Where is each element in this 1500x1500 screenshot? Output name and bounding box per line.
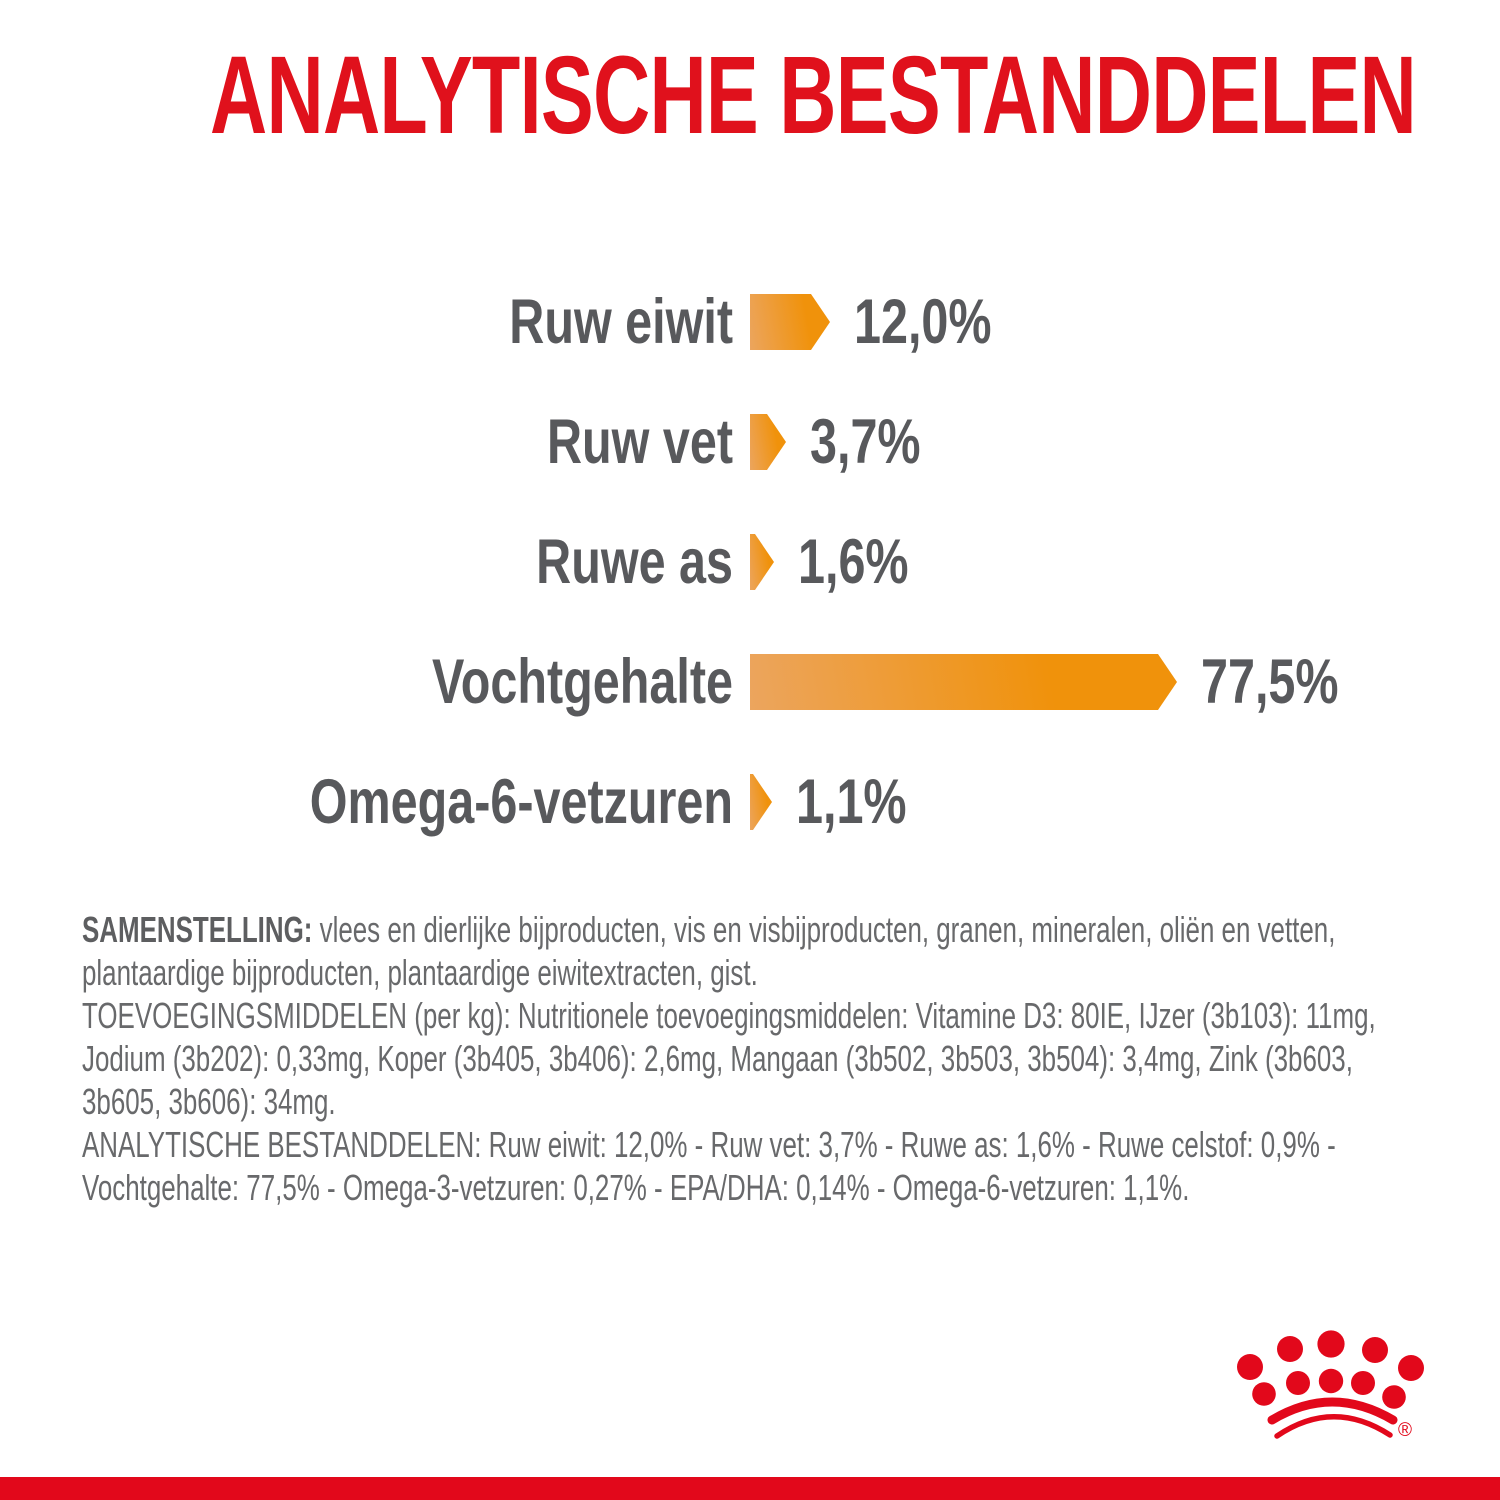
chart-row: Vochtgehalte 77,5% <box>0 622 1500 742</box>
composition-value: vlees en dierlijke bijproducten, vis en … <box>82 909 1336 993</box>
chart-row: Omega-6-vetzuren 1,1% <box>0 742 1500 862</box>
chart-row-label: Vochtgehalte <box>432 647 733 717</box>
chart-row-label: Ruw vet <box>547 407 733 477</box>
registered-trademark: ® <box>1398 1420 1412 1441</box>
chart-row-value: 12,0% <box>854 287 992 357</box>
crown-arcs <box>1267 1397 1398 1439</box>
chart-row-value: 3,7% <box>810 407 921 477</box>
chart-row-bar-arrow <box>750 414 786 470</box>
composition-label: SAMENSTELLING: <box>82 909 313 950</box>
composition-paragraph: SAMENSTELLING: vlees en dierlijke bijpro… <box>82 908 1436 994</box>
chart-row-value: 1,1% <box>796 767 907 837</box>
chart-row-bar-arrow <box>750 774 772 830</box>
bottom-red-stripe <box>0 1477 1500 1500</box>
chart-row: Ruwe as 1,6% <box>0 502 1500 622</box>
page-title: ANALYTISCHE BESTANDDELEN <box>210 34 1417 157</box>
chart-row-bar-arrow <box>750 654 1177 710</box>
chart-row: Ruw eiwit 12,0% <box>0 262 1500 382</box>
chart-row-bar-arrow <box>750 534 774 590</box>
chart-row-label: Ruw eiwit <box>509 287 733 357</box>
royal-canin-crown-logo: ® <box>1237 1330 1424 1441</box>
chart-row-value: 77,5% <box>1201 647 1339 717</box>
chart-row-bar-arrow <box>750 294 830 350</box>
additives-paragraph: TOEVOEGINGSMIDDELEN (per kg): Nutritione… <box>82 995 1376 1122</box>
chart-row-value: 1,6% <box>798 527 909 597</box>
analytical-constituents-paragraph: ANALYTISCHE BESTANDDELEN: Ruw eiwit: 12,… <box>82 1124 1336 1208</box>
chart-row-label: Omega-6-vetzuren <box>309 767 733 837</box>
crown-dots <box>1237 1330 1424 1409</box>
analytical-constituents-chart: Ruw eiwit 12,0% Ruw vet 3,7% Ruwe as 1,6… <box>0 262 1500 862</box>
composition-text-block: SAMENSTELLING: vlees en dierlijke bijpro… <box>82 908 1436 1209</box>
chart-row-label: Ruwe as <box>536 527 733 597</box>
chart-row: Ruw vet 3,7% <box>0 382 1500 502</box>
